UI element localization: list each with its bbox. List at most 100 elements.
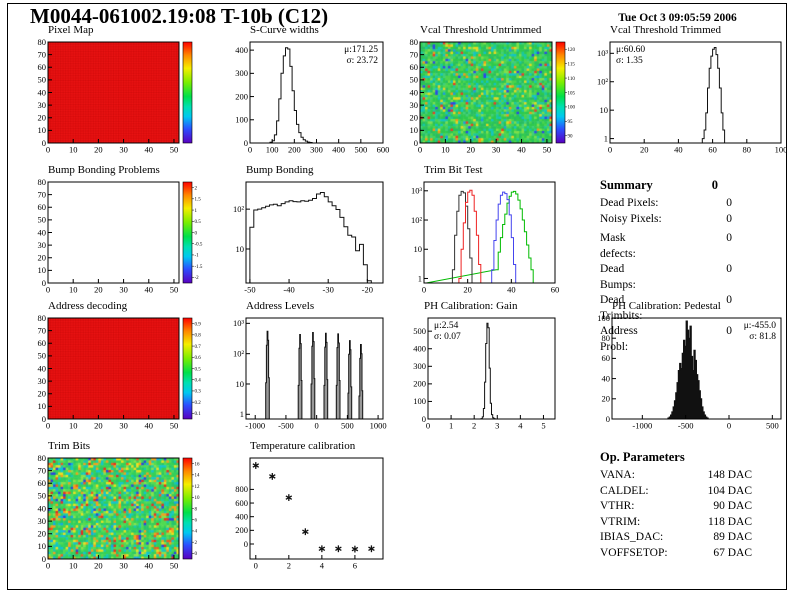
svg-text:500: 500 [413,326,426,336]
svg-text:1: 1 [195,209,198,214]
svg-text:10: 10 [69,421,78,431]
svg-text:100: 100 [413,396,426,406]
svg-text:0: 0 [254,561,258,571]
svg-text:400: 400 [413,344,426,354]
svg-text:20: 20 [94,561,103,571]
svg-text:2: 2 [195,186,198,191]
summary-row-label: Dead Bumps: [600,263,636,291]
svg-text:400: 400 [235,511,248,521]
summary-row-value: 0 [726,263,732,275]
svg-text:0: 0 [42,554,46,564]
svg-text:10: 10 [69,561,78,571]
svg-text:2: 2 [287,561,291,571]
svg-text:300: 300 [235,68,248,78]
svg-text:600: 600 [377,145,390,155]
svg-text:σ: 0.07: σ: 0.07 [434,332,461,342]
svg-text:0: 0 [46,285,50,295]
svg-text:300: 300 [310,145,323,155]
op-parameter-row: VANA: 148 DAC [600,468,752,484]
svg-text:40: 40 [145,285,154,295]
svg-text:0: 0 [422,285,426,295]
summary-rows: Dead Pixels: 0 Noisy Pixels: 0 Mask defect… [600,196,732,355]
vcal_untrimmed-plot: 0 10 20 30 40 50 0 10 20 30 40 50 60 70 80 120 115 110 105… [410,37,576,155]
svg-text:10³: 10³ [411,186,423,196]
svg-text:1.5: 1.5 [195,198,202,203]
svg-text:0.8: 0.8 [195,334,202,339]
svg-text:50: 50 [38,215,47,225]
svg-text:10: 10 [236,379,245,389]
svg-text:200: 200 [235,525,248,535]
svg-text:70: 70 [38,189,47,199]
svg-text:0: 0 [195,231,198,236]
pixel_map-map [48,42,179,143]
chart-title: Trim Bit Test [424,164,483,176]
svg-text:-0.5: -0.5 [195,243,203,248]
svg-text:2: 2 [195,541,198,546]
ph_gain-plot: 0 1 2 3 4 5 0 100 200 300 400 500 μ:2.54σ: 0.07 [413,317,556,431]
svg-text:30: 30 [38,516,47,526]
op-parameter-label: VTHR: [600,500,635,512]
svg-text:500: 500 [766,421,779,431]
op-parameter-label: VANA: [600,469,635,481]
svg-text:0: 0 [422,414,426,424]
panel-ph-calibration-gain: PH Calibration: Gain 0 1 2 3 4 5 0 100 200 300 400… [404,300,562,432]
svg-text:30: 30 [38,100,47,110]
svg-text:10²: 10² [233,348,245,358]
summary-row-label: Dead Pixels: [600,197,659,209]
svg-text:4: 4 [195,530,198,535]
op-parameter-label: CALDEL: [600,484,649,497]
svg-text:60: 60 [708,145,717,155]
svg-text:3: 3 [495,421,499,431]
svg-text:60: 60 [602,353,611,363]
trim_bits-plot: 0 10 20 30 40 5001020304050607080161412108642… [38,453,201,571]
svg-text:100: 100 [775,145,788,155]
svg-text:10: 10 [38,265,47,275]
op-parameters-block: Op. Parameters VANA: 148 DAC CALDEL: 104 D… [600,450,752,561]
svg-text:0.2: 0.2 [195,401,202,406]
svg-text:20: 20 [38,253,47,263]
svg-text:σ: 81.8: σ: 81.8 [749,332,776,342]
svg-text:30: 30 [119,561,128,571]
summary-row: Dead Bumps: 0 [600,262,732,293]
vcal_trimmed-plot: 0 20 40 60 80 100 1 10 10² 10³ μ:60.60σ: 1.35 [597,41,788,155]
svg-text:0.7: 0.7 [195,345,202,350]
svg-text:90: 90 [568,135,574,140]
svg-text:40: 40 [410,87,419,97]
svg-text:100: 100 [235,115,248,125]
svg-text:200: 200 [235,91,248,101]
svg-text:20: 20 [94,421,103,431]
svg-text:0.5: 0.5 [195,367,202,372]
svg-text:μ:60.60: μ:60.60 [616,45,645,55]
panel-bump-bonding: Bump Bonding -50 -40 -30 -20 10 10² [226,164,390,296]
svg-text:4: 4 [518,421,523,431]
svg-text:μ:-455.0: μ:-455.0 [744,321,777,331]
svg-text:40: 40 [507,285,515,295]
bump_bonding-plot: -50 -40 -30 -20 10 10² [233,181,384,295]
svg-text:0: 0 [727,421,731,431]
svg-text:20: 20 [38,529,47,539]
svg-text:0: 0 [46,561,50,571]
svg-text:80: 80 [602,333,611,343]
svg-text:40: 40 [674,145,683,155]
op-parameter-row: VTHR: 90 DAC [600,499,752,515]
svg-text:0.4: 0.4 [195,379,202,384]
svg-text:300: 300 [413,361,426,371]
panel-address-levels: Address Levels -1000 -500 0 500 1000 1 10 10² 10… [226,300,390,432]
svg-text:40: 40 [38,503,47,513]
svg-text:0: 0 [426,421,430,431]
svg-text:120: 120 [568,48,576,53]
svg-text:200: 200 [288,145,301,155]
summary-row: Mask defects: 0 [600,231,732,262]
svg-text:20: 20 [410,113,419,123]
svg-text:80: 80 [38,177,47,187]
svg-text:0: 0 [418,145,422,155]
svg-text:0: 0 [244,138,248,148]
svg-text:-1000: -1000 [632,421,652,431]
svg-text:0: 0 [46,421,50,431]
ph_pedestal-plot: -1000 -500 0 500 0 20 40 60 80 100 μ:-455.0σ: 81.8 [597,313,782,431]
panel-temperature-calibration: Temperature calibration 0 2 4 6 0 200 400 600 80… [226,440,390,572]
svg-text:8: 8 [195,507,198,512]
svg-text:0: 0 [46,145,50,155]
svg-text:0: 0 [248,145,252,155]
svg-text:50: 50 [543,145,552,155]
